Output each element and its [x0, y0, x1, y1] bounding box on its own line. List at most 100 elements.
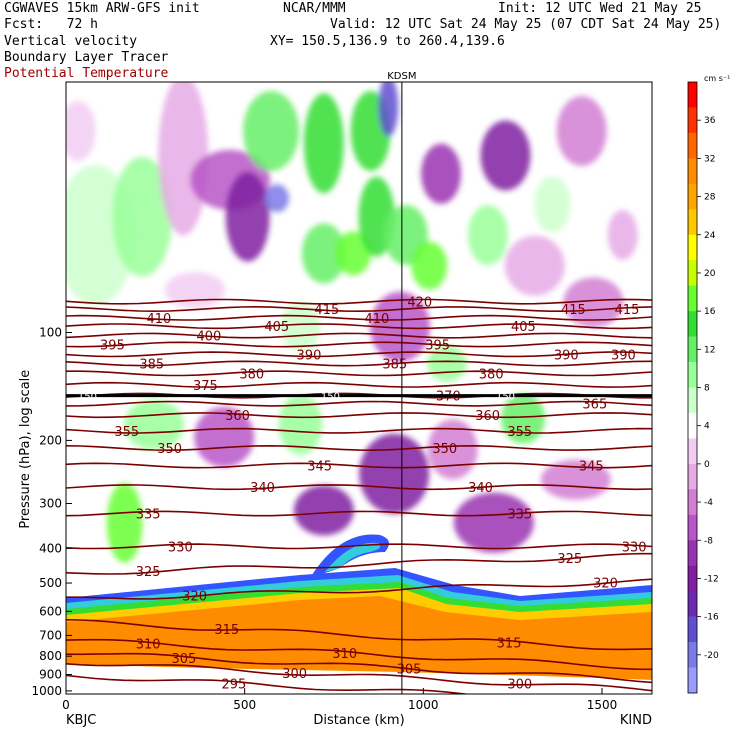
y-tick-label: 500 — [39, 576, 62, 590]
cross-section-endpoints: XY= 150.5,136.9 to 260.4,139.6 — [270, 34, 505, 49]
colorbar-swatch — [688, 438, 697, 465]
theta-label: 350 — [432, 442, 457, 457]
theta-line — [66, 381, 652, 388]
theta-label-bg — [625, 696, 651, 710]
theta-label: 345 — [307, 460, 332, 475]
colorbar-swatch — [688, 412, 697, 439]
theta-label: 405 — [511, 320, 536, 335]
theta-line — [66, 323, 652, 330]
theta-label: 335 — [136, 508, 161, 523]
colorbar-swatch — [688, 158, 697, 185]
theta-label: 415 — [561, 303, 586, 318]
theta-label: 305 — [172, 652, 197, 667]
theta-label: 310 — [136, 638, 161, 653]
x-end-label-right: KIND — [620, 713, 652, 728]
colorbar-swatch — [688, 285, 697, 312]
theta-line — [66, 652, 652, 684]
theta-line — [66, 663, 652, 692]
colorbar-swatch — [688, 540, 697, 567]
colorbar-swatch — [688, 311, 697, 337]
colorbar-tick-label: 36 — [704, 116, 716, 126]
colorbar-swatch — [688, 565, 697, 592]
vertical-velocity-field — [66, 82, 638, 563]
theta-label: 350 — [157, 442, 182, 457]
theta-label: 320 — [593, 577, 618, 592]
colorbar-tick-label: 0 — [704, 460, 710, 470]
colorbar-swatch — [688, 387, 697, 414]
theta-label: 360 — [225, 409, 250, 424]
theta-label: 330 — [168, 540, 193, 555]
theta-label: 335 — [507, 508, 532, 523]
theta-label: 320 — [182, 589, 207, 604]
colorbar-swatch — [688, 514, 697, 541]
init-time: Init: 12 UTC Wed 21 May 25 — [498, 1, 702, 16]
tropopause-label: 150 — [78, 392, 97, 403]
colorbar: cm s⁻¹ 36 32 28 24 20 16 12 8 4 0 -4 -8 -12 -16 -20 — [687, 74, 730, 694]
theta-line — [66, 305, 652, 313]
valid-time: Valid: 12 UTC Sat 24 May 25 (07 CDT Sat … — [330, 17, 722, 32]
x-tick-label: 1500 — [587, 698, 618, 712]
plot-frame — [65, 81, 653, 695]
theta-line — [66, 510, 652, 517]
x-tick-label: 500 — [233, 698, 256, 712]
x-tick-label: 0 — [62, 698, 70, 712]
theta-label: 300 — [507, 678, 532, 693]
theta-label: 340 — [250, 481, 275, 496]
colorbar-swatch — [688, 183, 697, 210]
colorbar-tick-label: 32 — [704, 154, 715, 164]
theta-label: 410 — [364, 312, 389, 327]
y-tick-label: 200 — [39, 433, 62, 447]
axes-overlay: KDSM 0 500 1000 1500 100 200 300 400 500 600 700 800… — [18, 71, 653, 728]
model-title: CGWAVES 15km ARW-GFS init — [4, 1, 200, 16]
theta-line — [66, 578, 652, 600]
field-label-boundary-layer: Boundary Layer Tracer — [4, 50, 169, 65]
theta-label: 355 — [114, 425, 139, 440]
colorbar-tick-label: -8 — [704, 536, 713, 546]
theta-line — [66, 444, 652, 452]
theta-label: 390 — [297, 348, 322, 363]
x-end-label-left: KBJC — [66, 713, 96, 728]
colorbar-tick-label: 16 — [704, 307, 716, 317]
theta-label: 310 — [332, 647, 357, 662]
y-tick-label: 300 — [39, 497, 62, 511]
theta-label: 385 — [139, 357, 164, 372]
station-marker-label: KDSM — [387, 71, 416, 82]
ground — [66, 664, 652, 694]
colorbar-tick-label: 24 — [704, 231, 716, 241]
theta-label: 325 — [557, 552, 582, 567]
y-tick-label: 800 — [39, 649, 62, 663]
theta-line — [66, 412, 652, 419]
theta-label: 360 — [475, 409, 500, 424]
colorbar-swatch — [688, 591, 697, 617]
theta-label: 295 — [625, 697, 650, 712]
y-tick-label: 1000 — [31, 684, 62, 698]
theta-label: 365 — [582, 398, 607, 413]
theta-line — [66, 400, 652, 407]
theta-label: 330 — [622, 540, 647, 555]
colorbar-swatch — [688, 82, 697, 108]
theta-line — [66, 543, 652, 550]
theta-label: 380 — [239, 367, 264, 382]
theta-line — [66, 462, 652, 469]
colorbar-swatch — [688, 667, 697, 694]
theta-label: 385 — [382, 357, 407, 372]
theta-label: 390 — [554, 348, 579, 363]
theta-label: 420 — [407, 296, 432, 311]
field-label-potential-temperature: Potential Temperature — [4, 66, 169, 81]
theta-line — [66, 427, 652, 434]
theta-line — [66, 298, 652, 305]
theta-line — [66, 360, 652, 367]
theta-label: 305 — [397, 663, 422, 678]
colorbar-tick-label: 12 — [704, 345, 715, 355]
theta-label: 345 — [579, 460, 604, 475]
colorbar-swatch — [688, 489, 697, 516]
theta-line — [66, 674, 472, 694]
colorbar-swatch — [688, 463, 697, 490]
theta-line — [66, 619, 652, 651]
colorbar-tick-label: 8 — [704, 384, 710, 394]
theta-label: 315 — [497, 637, 522, 652]
colorbar-tick-label: -12 — [704, 574, 719, 584]
colorbar-tick-label: -4 — [704, 498, 713, 508]
theta-label: 315 — [214, 623, 239, 638]
theta-line — [66, 314, 652, 321]
